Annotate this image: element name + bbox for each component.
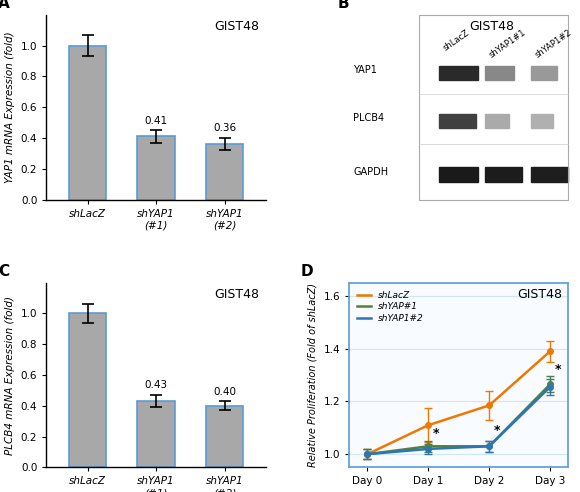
- Bar: [485, 65, 513, 80]
- Bar: [68, 313, 106, 467]
- Text: PLCB4: PLCB4: [353, 113, 385, 123]
- Text: C: C: [0, 264, 9, 279]
- Bar: [439, 65, 478, 80]
- Legend: shLacZ, shYAP#1, shYAP1#2: shLacZ, shYAP#1, shYAP1#2: [354, 287, 427, 327]
- Text: YAP1: YAP1: [353, 65, 378, 75]
- Y-axis label: Relative Proliferation (Fold of shLacZ): Relative Proliferation (Fold of shLacZ): [308, 283, 318, 467]
- Y-axis label: YAP1 mRNA Expression (fold): YAP1 mRNA Expression (fold): [5, 31, 15, 183]
- Text: A: A: [0, 0, 10, 11]
- Text: *: *: [433, 427, 440, 440]
- Text: B: B: [338, 0, 350, 11]
- Bar: [68, 46, 106, 200]
- Bar: [439, 167, 478, 182]
- Text: *: *: [494, 424, 501, 437]
- Bar: [206, 406, 244, 467]
- Text: GAPDH: GAPDH: [353, 167, 389, 177]
- Text: GIST48: GIST48: [469, 20, 514, 33]
- Y-axis label: PLCB4 mRNA Expression (fold): PLCB4 mRNA Expression (fold): [5, 296, 15, 455]
- Bar: [531, 167, 568, 182]
- Text: 0.43: 0.43: [144, 380, 168, 391]
- Text: D: D: [301, 264, 313, 279]
- Text: *: *: [555, 364, 561, 376]
- Text: 0.36: 0.36: [213, 123, 236, 133]
- Text: shYAP1#2: shYAP1#2: [533, 28, 573, 60]
- Bar: [206, 144, 244, 200]
- Text: GIST48: GIST48: [517, 288, 562, 301]
- Bar: [137, 401, 175, 467]
- Bar: [137, 136, 175, 200]
- Bar: [485, 114, 509, 128]
- Text: GIST48: GIST48: [214, 288, 259, 301]
- Bar: [485, 167, 523, 182]
- Text: shYAP1#1: shYAP1#1: [487, 28, 527, 60]
- Bar: [531, 114, 553, 128]
- Bar: [439, 114, 476, 128]
- Bar: [419, 15, 568, 200]
- Text: 0.41: 0.41: [144, 116, 168, 125]
- Text: 0.40: 0.40: [213, 387, 236, 397]
- Text: GIST48: GIST48: [214, 20, 259, 33]
- Bar: [531, 65, 557, 80]
- Text: shLacZ: shLacZ: [441, 28, 471, 52]
